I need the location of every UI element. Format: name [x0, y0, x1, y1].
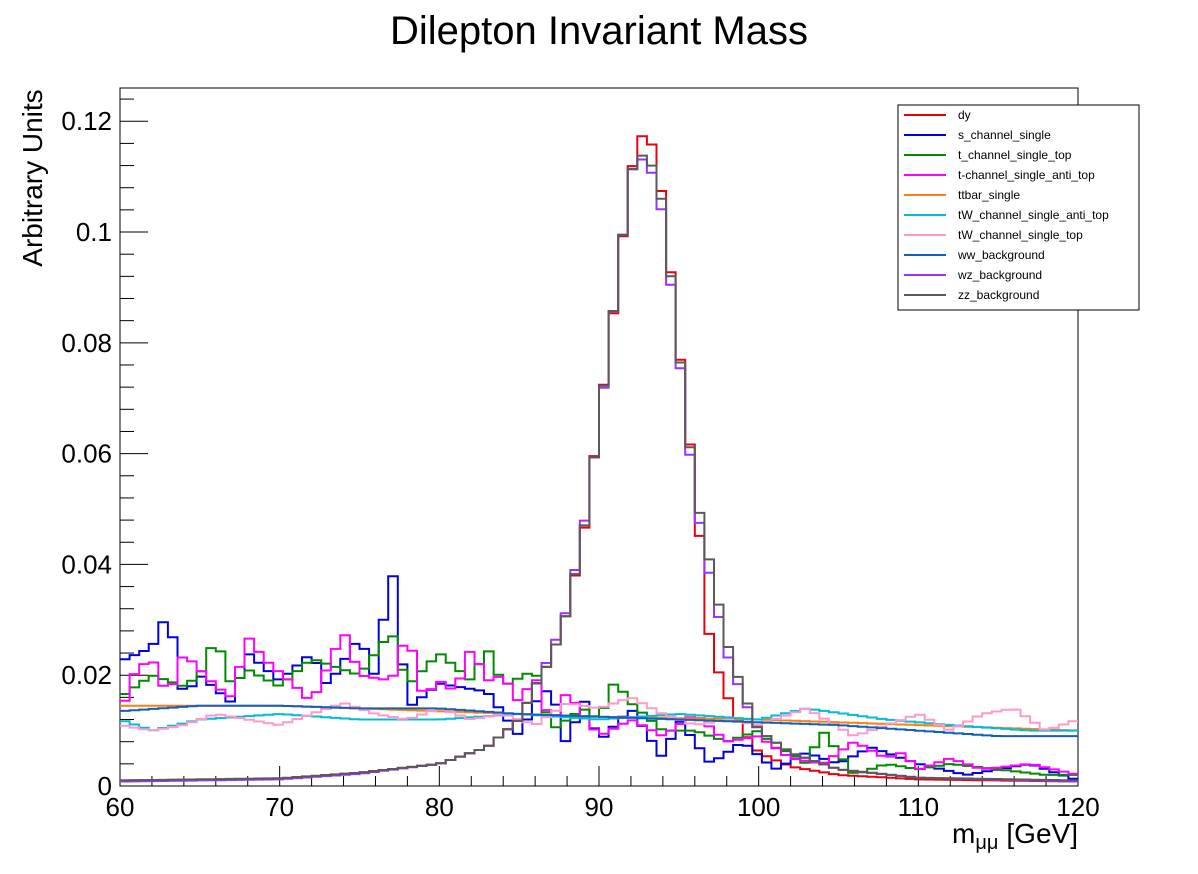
x-tick-label: 120 — [1056, 792, 1099, 822]
y-tick-label: 0.06 — [61, 439, 112, 469]
x-tick-label: 80 — [425, 792, 454, 822]
x-tick-label: 60 — [106, 792, 135, 822]
legend-entry: tW_channel_single_top — [958, 228, 1083, 242]
series-group — [120, 135, 1078, 783]
y-tick-label: 0.08 — [61, 328, 112, 358]
legend: dy s_channel_single t_channel_single_top t-… — [897, 104, 1140, 311]
legend-entry: t-channel_single_anti_top — [958, 168, 1095, 182]
axis-ticks: 60 70 80 90 100 110 120 0 0.02 0.04 0.06 0.08 0.1 0.1… — [61, 98, 1100, 822]
y-tick-label: 0.02 — [61, 660, 112, 690]
y-tick-label: 0.04 — [61, 549, 112, 579]
y-tick-label: 0.1 — [76, 217, 112, 247]
x-axis-label-main: m — [952, 818, 975, 849]
series-line-3 — [120, 634, 1078, 775]
x-axis-label: mμμ [GeV] — [952, 818, 1078, 854]
x-tick-label: 100 — [737, 792, 780, 822]
legend-entry: ww_background — [957, 248, 1045, 262]
legend-entry: zz_background — [958, 288, 1039, 302]
x-tick-label: 90 — [585, 792, 614, 822]
legend-entry: dy — [958, 108, 971, 122]
x-axis-label-sub: μμ — [975, 832, 998, 854]
x-axis-label-unit: [GeV] — [1006, 818, 1078, 849]
legend-entry: ttbar_single — [958, 188, 1020, 202]
series-line-9 — [120, 154, 1078, 782]
x-tick-label: 110 — [898, 792, 939, 822]
series-line-2 — [120, 635, 1078, 776]
svg-text:mμμ[GeV]: mμμ [GeV] — [952, 818, 1078, 854]
x-tick-label: 70 — [265, 792, 294, 822]
series-line-7 — [120, 704, 1078, 738]
legend-entry: s_channel_single — [958, 128, 1051, 142]
legend-entry: tW_channel_single_anti_top — [958, 208, 1109, 222]
y-axis-label: Arbitrary Units — [17, 89, 48, 266]
chart-title: Dilepton Invariant Mass — [390, 9, 808, 53]
y-tick-label: 0 — [98, 771, 112, 801]
series-line-6 — [120, 697, 1078, 737]
legend-entry: wz_background — [957, 268, 1042, 282]
legend-entry: t_channel_single_top — [958, 148, 1072, 162]
series-line-5 — [120, 707, 1078, 732]
y-tick-label: 0.12 — [61, 106, 112, 136]
